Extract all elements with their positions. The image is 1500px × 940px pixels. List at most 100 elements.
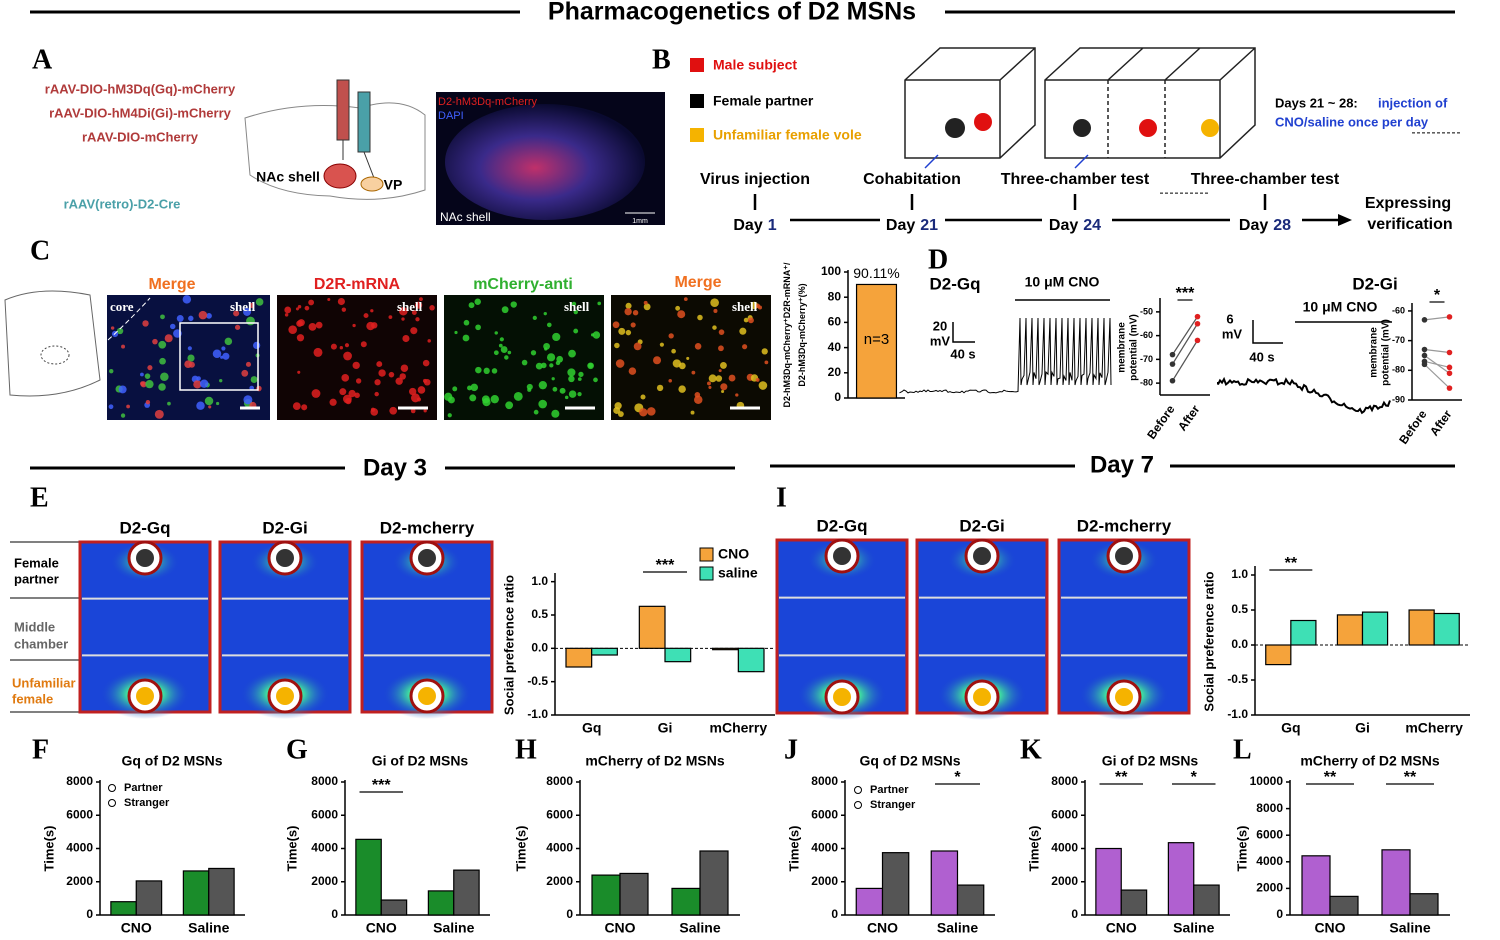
point [1446, 314, 1453, 320]
cell-dot [468, 302, 475, 309]
cell-dot [540, 362, 547, 369]
legend-text: Male subject [713, 57, 797, 73]
x-tick-label: CNO [867, 920, 898, 936]
cell-dot [370, 322, 378, 329]
cell-dot [341, 307, 347, 312]
y-axis-label: Time(s) [41, 826, 56, 872]
row-label: partner [14, 571, 59, 586]
cell-dot [742, 344, 748, 350]
vole-icon [1139, 119, 1157, 137]
cell-dot [253, 341, 261, 350]
cell-dot [343, 351, 352, 361]
cell-dot [419, 297, 423, 302]
cell-dot [533, 409, 539, 415]
x-tick-label: mCherry [1405, 720, 1463, 736]
vole-icon [974, 113, 992, 131]
cell-dot [721, 389, 725, 394]
cell-dot [718, 329, 725, 335]
cell-dot [527, 387, 532, 392]
legend-swatch [699, 547, 714, 562]
cell-dot [116, 327, 124, 335]
cell-dot [219, 379, 223, 383]
bar [1381, 849, 1411, 916]
panel-letter: K [1020, 734, 1042, 765]
y-tick-label: -80 [1140, 378, 1153, 388]
panel-letter: G [286, 734, 308, 765]
voltage-trace [1217, 376, 1391, 415]
y-tick-label: -1.0 [527, 707, 548, 721]
y-tick-label: 10000 [1250, 774, 1284, 788]
y-tick-label: 100 [821, 264, 841, 278]
cell-dot [284, 306, 292, 314]
cell-dot [297, 370, 301, 374]
legend-text: saline [718, 565, 758, 581]
cell-dot [339, 346, 344, 350]
panel-letter: F [32, 734, 49, 765]
cell-dot [764, 360, 769, 365]
figure-title: Pharmacogenetics of D2 MSNs [548, 0, 916, 26]
cell-dot [370, 309, 374, 313]
cell-dot [415, 317, 420, 322]
y-tick-label: 6000 [311, 807, 338, 821]
cell-dot [538, 399, 548, 409]
row-label: Middle [14, 619, 55, 634]
bar [110, 901, 137, 916]
bar [638, 605, 666, 649]
cell-dot [613, 406, 621, 414]
point [1446, 385, 1453, 391]
cell-dot [719, 361, 727, 369]
day-number: 1 [768, 217, 777, 234]
cell-dot [198, 310, 208, 320]
cell-dot [417, 386, 426, 394]
image-title: Merge [674, 274, 721, 291]
y-tick-label: 80 [828, 289, 842, 303]
cell-dot [352, 323, 356, 328]
cell-dot [401, 317, 405, 321]
cell-dot [758, 381, 768, 390]
y-axis-label: Time(s) [786, 826, 801, 872]
y-tick-label: 2000 [311, 874, 338, 888]
cell-dot [499, 337, 504, 342]
x-tick-label: After [1175, 402, 1203, 433]
section-title: Day 7 [1090, 451, 1154, 478]
day-word: Day [886, 217, 915, 234]
vole-icon [833, 688, 851, 706]
cell-dot [360, 341, 367, 348]
cell-dot [647, 407, 656, 416]
bar [1301, 855, 1331, 916]
cell-dot [463, 319, 470, 326]
timeline-end: Expressing [1365, 195, 1451, 212]
legend-text: Stranger [870, 799, 916, 811]
cell-dot [690, 410, 695, 415]
cell-dot [160, 314, 165, 320]
cell-dot [513, 391, 523, 401]
pair-line [1424, 360, 1450, 368]
point [1194, 337, 1201, 344]
vole-icon [1201, 119, 1219, 137]
cell-dot [720, 383, 728, 391]
cell-dot [618, 327, 626, 335]
cell-dot [188, 315, 194, 322]
cell-dot [376, 361, 383, 368]
annotation: ** [1324, 769, 1337, 786]
y-tick-label: 8000 [311, 774, 338, 788]
cell-dot [571, 301, 577, 307]
legend-swatch [699, 566, 714, 581]
bar [699, 850, 729, 916]
cell-dot [462, 334, 470, 342]
annotation: *** [372, 777, 391, 794]
y-axis-label: Time(s) [513, 826, 528, 872]
cell-dot [713, 308, 718, 313]
cell-dot [493, 350, 499, 356]
cell-dot [158, 383, 166, 391]
day-word: Day [1049, 217, 1078, 234]
cell-dot [170, 323, 176, 330]
vole-icon [1115, 688, 1133, 706]
cell-dot [422, 359, 430, 367]
y-tick-label: 6000 [1051, 807, 1078, 821]
chamber-drawings [904, 47, 1256, 159]
heatmap-title: D2-Gi [262, 518, 307, 537]
cell-dot [668, 379, 672, 383]
region-label: shell [397, 299, 423, 314]
y-tick-label: -60 [1392, 305, 1405, 315]
